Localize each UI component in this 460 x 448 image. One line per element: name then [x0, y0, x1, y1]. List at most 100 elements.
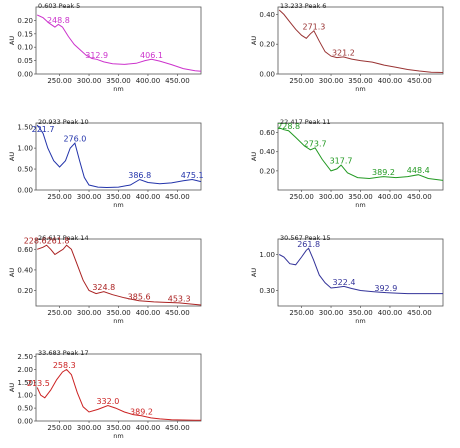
y-tick-label: 0.20 [17, 287, 33, 295]
y-tick-label: 0.00 [17, 187, 33, 195]
y-tick-label: 0.00 [17, 71, 33, 79]
y-tick-label: 0.60 [259, 129, 275, 137]
peak-label: 273.7 [304, 139, 327, 148]
plot-frame [277, 122, 444, 191]
spectrum-line [278, 9, 444, 73]
x-tick-label: 450.00 [165, 193, 190, 201]
x-tick-label: 300.00 [77, 309, 102, 317]
spectrum-line [37, 244, 202, 306]
y-tick-label: 1.00 [259, 251, 275, 259]
y-tick-label: 0.50 [17, 405, 33, 413]
y-tick-label: 1.50 [17, 124, 33, 132]
x-tick-label: 450.00 [407, 193, 432, 201]
y-tick-label: 0.00 [259, 71, 275, 79]
y-axis-label: AU [250, 36, 258, 45]
x-tick-label: 250.00 [47, 309, 72, 317]
spectrum-line [36, 368, 201, 421]
peak-label: 261.8 [297, 240, 320, 249]
panel-title: 20.933 Peak 10 [38, 118, 89, 126]
y-tick-label: 0.60 [17, 246, 33, 254]
peak-label: 221.7 [32, 125, 55, 134]
peak-label: 392.9 [374, 284, 397, 293]
spectrum-panel-peak-10: 20.933 Peak 10 0.00 0.50 1.00 1.50 250.00 300.… [8, 118, 204, 209]
peak-label: 448.4 [407, 166, 430, 175]
x-tick-label: 450.00 [407, 309, 432, 317]
peak-label: 406.1 [140, 51, 163, 60]
x-tick-label: 250.00 [289, 77, 314, 85]
peak-label: 321.2 [332, 48, 355, 57]
spectrum-panel-peak-11: 22.417 Peak 11 0.20 0.40 0.60 250.00 300.00 35… [250, 118, 444, 209]
x-tick-label: 250.00 [47, 77, 72, 85]
peak-label: 389.2 [130, 407, 153, 416]
x-axis-label: nm [355, 201, 365, 209]
y-tick-label: 0.15 [17, 30, 33, 38]
y-axis-label: AU [250, 268, 258, 277]
peak-label: 258.3 [53, 361, 76, 370]
x-tick-label: 450.00 [407, 77, 432, 85]
peak-label: 312.9 [85, 51, 108, 60]
y-tick-label: 1.00 [17, 392, 33, 400]
peak-label: 228.8 [277, 122, 300, 131]
x-axis-label: nm [355, 317, 365, 325]
peak-label: 271.3 [302, 22, 325, 31]
x-tick-label: 350.00 [106, 193, 131, 201]
spectrum-line [36, 124, 202, 189]
spectrum-panel-peak-17: 33.683 Peak 17 0.00 0.50 1.00 1.50 2.00 2.50 25… [8, 349, 202, 440]
y-tick-label: 0.20 [17, 17, 33, 25]
x-tick-label: 250.00 [47, 193, 72, 201]
peak-label: 276.0 [63, 135, 86, 144]
spectrum-panel-peak-14: 26.617 Peak 14 0.20 0.40 0.60 250.00 300.00 35… [8, 234, 202, 325]
x-tick-label: 300.00 [77, 77, 102, 85]
peak-label: 322.4 [333, 278, 356, 287]
peak-label: 228.6261.8 [24, 237, 70, 246]
x-tick-label: 350.00 [106, 424, 131, 432]
spectrum-line [279, 127, 444, 181]
panel-title: 30.567 Peak 15 [280, 234, 331, 242]
y-tick-label: 0.40 [259, 11, 275, 19]
peak-label: 324.8 [92, 283, 115, 292]
plot-frame [277, 6, 444, 75]
x-tick-label: 250.00 [289, 193, 314, 201]
peak-label: 389.2 [372, 168, 395, 177]
y-axis-label: AU [8, 152, 16, 161]
x-axis-label: nm [355, 85, 365, 93]
panel-title: 22.417 Peak 11 [280, 118, 331, 126]
y-axis-label: AU [8, 36, 16, 45]
peak-label: 475.1 [181, 171, 204, 180]
x-tick-label: 300.00 [319, 193, 344, 201]
spectrum-panel-peak-6: 13.233 Peak 6 0.00 0.20 0.40 250.00 300.00 350… [250, 2, 444, 93]
x-tick-label: 400.00 [378, 77, 403, 85]
y-tick-label: 0.20 [259, 167, 275, 175]
x-tick-label: 300.00 [77, 424, 102, 432]
x-tick-label: 450.00 [165, 77, 190, 85]
x-tick-label: 400.00 [378, 309, 403, 317]
spectrum-line [36, 14, 202, 72]
peak-label: 332.0 [96, 397, 119, 406]
x-tick-label: 450.00 [165, 309, 190, 317]
x-tick-label: 350.00 [348, 77, 373, 85]
y-tick-label: 0.10 [17, 44, 33, 52]
x-tick-label: 450.00 [165, 424, 190, 432]
y-tick-label: 1.00 [17, 145, 33, 153]
x-tick-label: 350.00 [106, 77, 131, 85]
x-tick-label: 250.00 [47, 424, 72, 432]
y-tick-label: 0.40 [17, 266, 33, 274]
panel-title: 26.617 Peak 14 [38, 234, 89, 242]
x-tick-label: 350.00 [106, 309, 131, 317]
x-tick-label: 300.00 [319, 309, 344, 317]
y-axis-label: AU [8, 383, 16, 392]
x-axis-label: nm [113, 201, 123, 209]
peak-label: 453.3 [168, 294, 191, 303]
x-tick-label: 400.00 [136, 193, 161, 201]
peak-label: 385.6 [128, 292, 151, 301]
panel-title: 0.603 Peak 5 [38, 2, 80, 10]
x-tick-label: 400.00 [136, 77, 161, 85]
y-tick-label: 0.20 [259, 41, 275, 49]
x-tick-label: 400.00 [378, 193, 403, 201]
y-tick-label: 2.00 [17, 366, 33, 374]
panel-title: 13.233 Peak 6 [280, 2, 326, 10]
y-tick-label: 2.50 [17, 353, 33, 361]
panel-title: 33.683 Peak 17 [38, 349, 89, 357]
peak-label: 248.8 [47, 16, 70, 25]
plot-frame [277, 238, 444, 307]
